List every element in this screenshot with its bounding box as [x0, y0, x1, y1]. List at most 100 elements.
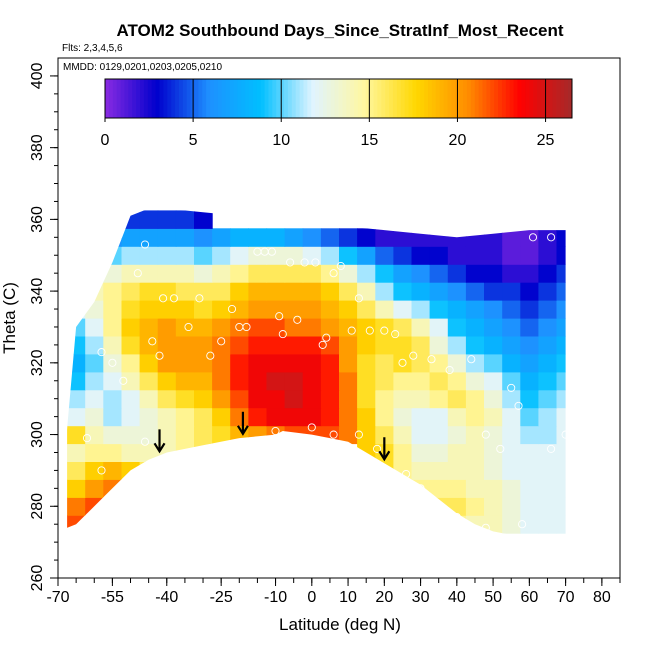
heat-cell	[393, 300, 413, 319]
heat-cell	[266, 246, 286, 265]
heat-cell	[520, 407, 539, 427]
heat-cell	[538, 246, 558, 265]
colorbar-tick-label: 5	[189, 132, 198, 149]
heat-cell	[556, 246, 566, 265]
heat-cell	[157, 228, 177, 247]
sample-point	[278, 330, 287, 339]
heat-cell	[194, 318, 213, 337]
heat-cell	[484, 335, 503, 355]
heat-cell	[447, 371, 467, 391]
colorbar-segment	[486, 79, 491, 118]
arrow	[236, 411, 249, 436]
heat-cell	[175, 282, 195, 301]
sample-point	[322, 333, 331, 342]
heat-cell	[157, 264, 177, 283]
arrows	[153, 411, 391, 462]
colorbar-segment	[182, 79, 188, 118]
heat-cell	[212, 282, 231, 301]
heat-cell	[357, 353, 376, 373]
heat-cell	[375, 264, 394, 283]
colorbar-frame	[104, 78, 573, 119]
sample-point	[329, 269, 338, 278]
sample-point	[97, 348, 106, 357]
sample-point	[119, 376, 128, 385]
colorbar-segment	[175, 79, 180, 118]
heat-cell	[393, 371, 413, 391]
heat-cell	[429, 335, 449, 355]
heat-cell	[67, 497, 86, 516]
heat-cell	[302, 389, 322, 409]
heat-cell	[520, 371, 539, 391]
heat-cell	[393, 335, 413, 355]
colorbar-segment	[272, 79, 277, 118]
colorbar-segment	[159, 79, 164, 118]
colorbar-segment	[124, 79, 129, 118]
heat-cell	[248, 389, 268, 409]
colorbar-segment	[420, 79, 425, 118]
heat-cell	[320, 228, 340, 247]
colorbar-tick-label: 0	[101, 132, 110, 149]
heat-cell	[139, 407, 159, 427]
heat-cell	[357, 425, 376, 445]
colorbar-segment	[478, 79, 483, 118]
heat-cell	[230, 371, 249, 391]
heat-cell	[121, 264, 141, 283]
sample-points	[79, 233, 570, 532]
heat-cell	[411, 389, 431, 409]
x-axis-label: Latitude (deg N)	[279, 615, 401, 634]
heat-cell	[411, 264, 431, 283]
heat-cell	[520, 443, 539, 462]
heat-cell	[357, 389, 376, 409]
heat-cell	[157, 246, 177, 265]
x-tick-label: 20	[375, 589, 393, 606]
heat-cell	[447, 246, 467, 265]
sample-point	[267, 247, 276, 256]
heat-cell	[121, 318, 141, 337]
heat-cell	[556, 335, 566, 355]
heat-cell	[67, 461, 86, 480]
heat-cell	[194, 335, 213, 355]
heat-cell	[447, 407, 467, 427]
colorbar-segment	[392, 79, 398, 118]
sample-point	[467, 355, 476, 364]
colorbar-tick-label: 25	[537, 132, 555, 149]
heat-cell	[139, 228, 159, 247]
heat-cell	[320, 246, 340, 265]
heat-cell	[465, 425, 485, 445]
colorbar-segment	[319, 79, 324, 118]
heat-cell	[520, 264, 539, 283]
sample-point	[206, 351, 215, 360]
heat-cell	[139, 497, 159, 516]
heat-cell	[320, 389, 340, 409]
heat-cell	[175, 461, 195, 480]
heat-cell	[67, 371, 86, 391]
heat-cell	[375, 353, 394, 373]
heat-cell	[175, 443, 195, 462]
heat-cell	[484, 515, 503, 534]
colorbar-segment	[529, 79, 534, 118]
heat-cell	[139, 389, 159, 409]
heat-cell	[194, 210, 213, 229]
heat-cell	[339, 353, 358, 373]
heat-cell	[465, 443, 485, 462]
heat-cell	[538, 264, 558, 283]
sample-point	[561, 430, 570, 439]
heat-cell	[103, 371, 122, 391]
heat-cell	[484, 443, 503, 462]
heat-cell	[103, 389, 122, 409]
heat-cell	[484, 389, 503, 409]
heat-cell	[357, 371, 376, 391]
heat-cell	[85, 300, 104, 319]
colorbar-segment	[112, 79, 118, 118]
heat-cell	[175, 246, 195, 265]
colorbar-segment	[540, 79, 546, 118]
heat-cell	[230, 407, 249, 427]
x-tick-label: -40	[155, 589, 178, 606]
heat-cell	[411, 300, 431, 319]
heat-cell	[248, 407, 268, 427]
colorbar-segment	[171, 79, 176, 118]
colorbar-segment	[377, 79, 382, 118]
colorbar-segment	[517, 79, 522, 118]
heat-cell	[194, 353, 213, 373]
